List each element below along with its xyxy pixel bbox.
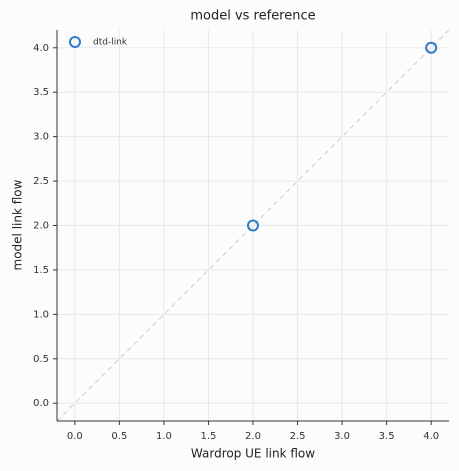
- x-tick-label: 3.5: [379, 431, 395, 442]
- y-tick-label: 1.5: [33, 265, 49, 276]
- legend-marker: [69, 36, 81, 48]
- point: [247, 219, 259, 232]
- chart-title: model vs reference: [190, 9, 315, 24]
- x-axis-label: Wardrop UE link flow: [191, 447, 315, 461]
- x-tick-label: 0.0: [67, 431, 83, 442]
- y-tick-label: 2.5: [33, 176, 49, 187]
- y-tick-label: 0.5: [33, 354, 49, 365]
- legend-label: dtd-link: [93, 38, 128, 48]
- x-tick-label: 0.5: [111, 431, 127, 442]
- y-tick-label: 1.0: [33, 309, 49, 320]
- x-tick-label: 1.5: [201, 431, 217, 442]
- point: [425, 41, 438, 54]
- x-tick-label: 2.0: [245, 431, 261, 442]
- y-tick-label: 4.0: [33, 43, 49, 54]
- reference-line: [56, 29, 450, 422]
- x-tick-label: 3.0: [334, 431, 350, 442]
- y-axis-label: model link flow: [11, 179, 25, 270]
- y-tick-label: 2.0: [33, 221, 49, 232]
- y-tick-label: 3.5: [33, 87, 49, 98]
- y-tick-label: 0.0: [33, 398, 49, 409]
- x-tick-label: 2.5: [290, 431, 306, 442]
- x-tick-label: 4.0: [423, 431, 439, 442]
- x-tick-label: 1.0: [156, 431, 172, 442]
- y-tick-label: 3.0: [33, 132, 49, 143]
